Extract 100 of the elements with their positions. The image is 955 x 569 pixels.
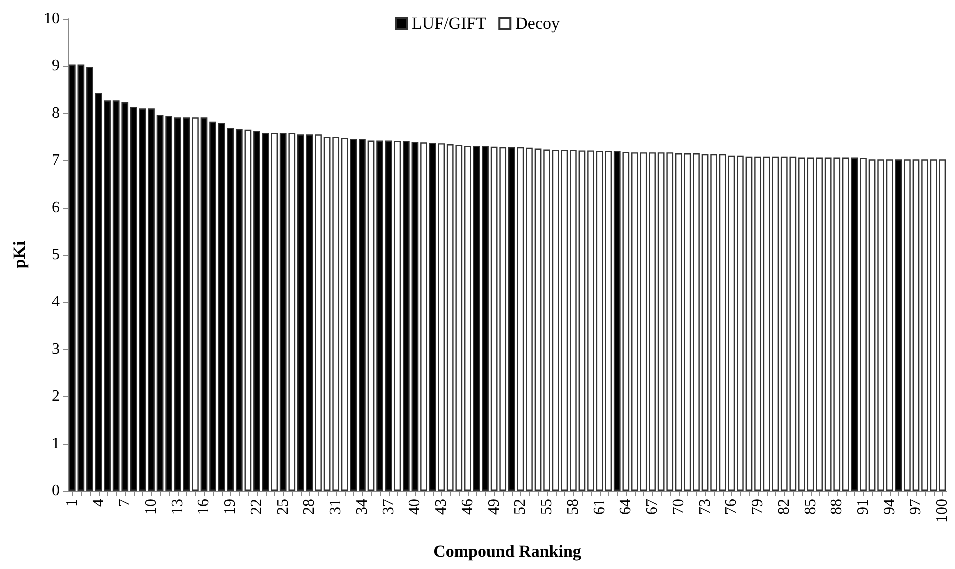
bar xyxy=(649,152,656,491)
x-tick-label: 91 xyxy=(854,499,872,515)
bar xyxy=(912,160,920,491)
bar xyxy=(490,146,498,491)
x-tick-label: 16 xyxy=(196,499,213,515)
bar xyxy=(605,151,612,491)
y-tick-label: 6 xyxy=(52,199,60,216)
bar xyxy=(139,108,146,491)
legend-label: Decoy xyxy=(516,14,560,33)
bar xyxy=(675,154,682,491)
bar xyxy=(192,118,199,491)
x-tick-label: 13 xyxy=(169,499,186,515)
x-tick-label: 52 xyxy=(512,499,530,515)
bar xyxy=(772,156,780,491)
bar xyxy=(298,134,304,491)
bar xyxy=(878,160,885,491)
x-tick-label: 85 xyxy=(802,499,820,515)
bar xyxy=(68,64,76,491)
x-tick-label: 94 xyxy=(881,499,898,515)
bar xyxy=(939,160,946,491)
x-tick-label: 22 xyxy=(248,499,266,515)
y-tick-label: 7 xyxy=(52,152,60,170)
bar xyxy=(684,154,692,491)
x-tick-label: 58 xyxy=(564,499,582,515)
x-tick-label: 73 xyxy=(696,499,714,515)
x-tick-label: 25 xyxy=(274,499,292,515)
bar xyxy=(754,156,762,491)
bar xyxy=(517,147,524,491)
bar xyxy=(816,158,823,491)
bar xyxy=(376,140,384,491)
bar xyxy=(86,67,94,491)
x-tick-label: 19 xyxy=(222,499,240,515)
x-tick-label: 4 xyxy=(90,499,108,507)
bar xyxy=(763,156,770,491)
x-axis-title: Compound Ranking xyxy=(434,542,582,561)
bar xyxy=(693,154,700,491)
bar xyxy=(359,139,366,491)
bar xyxy=(210,122,216,491)
bar xyxy=(368,140,375,491)
bar xyxy=(842,158,850,491)
y-tick-label: 8 xyxy=(52,104,60,122)
bar xyxy=(271,133,278,491)
bar xyxy=(324,137,331,491)
bar xyxy=(508,147,516,491)
bar xyxy=(904,160,911,491)
x-tick-label: 64 xyxy=(618,499,635,515)
bar xyxy=(262,133,270,491)
bar xyxy=(746,156,753,491)
y-tick-label: 5 xyxy=(52,246,60,264)
bar xyxy=(868,160,876,491)
bar xyxy=(807,158,814,491)
bar xyxy=(851,158,858,491)
bar xyxy=(860,158,867,491)
bar xyxy=(473,146,480,491)
x-tick-label: 43 xyxy=(433,499,450,515)
bar xyxy=(500,147,507,491)
x-tick-label: 49 xyxy=(486,499,503,515)
y-tick-label: 1 xyxy=(52,435,60,452)
y-tick-label: 4 xyxy=(52,294,60,311)
bar xyxy=(412,142,419,491)
x-tick-label: 37 xyxy=(380,499,398,515)
y-tick-label: 3 xyxy=(52,340,60,358)
y-tick-label: 2 xyxy=(52,388,60,406)
bar xyxy=(315,134,322,491)
x-tick-label: 61 xyxy=(591,499,608,515)
x-tick-label: 31 xyxy=(328,499,345,515)
x-tick-label: 100 xyxy=(934,499,952,523)
bar xyxy=(429,143,436,491)
bar xyxy=(544,150,550,491)
bar xyxy=(482,146,489,491)
bar xyxy=(104,100,111,491)
y-tick-label: 0 xyxy=(52,482,60,500)
x-tick-label: 88 xyxy=(828,499,846,515)
y-tick-label: 10 xyxy=(44,10,60,28)
bar xyxy=(464,146,472,491)
x-tick-label: 40 xyxy=(406,499,424,515)
bar xyxy=(640,152,648,491)
x-tick-label: 55 xyxy=(538,499,556,515)
x-tick-label: 97 xyxy=(908,499,925,515)
bar xyxy=(200,118,208,491)
bar xyxy=(236,129,243,491)
bar xyxy=(930,160,938,491)
x-tick-label: 82 xyxy=(776,499,793,515)
bar xyxy=(798,158,806,491)
bar xyxy=(130,107,138,491)
bar xyxy=(737,156,744,491)
bar xyxy=(148,108,155,491)
bar xyxy=(306,134,314,491)
bar xyxy=(332,137,340,491)
legend-label: LUF/GIFT xyxy=(412,14,488,33)
x-tick-label: 28 xyxy=(301,499,318,515)
bar xyxy=(402,141,410,491)
bar xyxy=(632,152,638,491)
bar xyxy=(244,130,252,491)
bar xyxy=(254,131,260,491)
bar xyxy=(534,148,542,491)
bar xyxy=(438,144,446,491)
bar xyxy=(702,154,709,491)
bar xyxy=(570,150,577,491)
bar xyxy=(166,116,173,491)
